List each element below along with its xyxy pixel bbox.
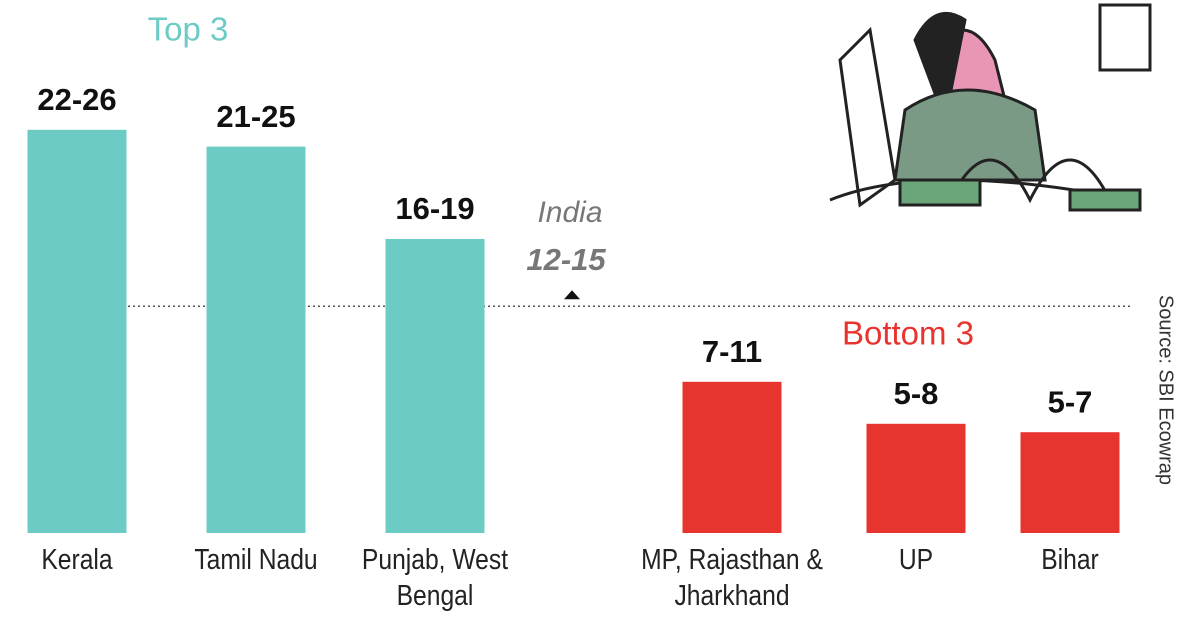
bar xyxy=(27,129,127,534)
reference-marker xyxy=(564,290,580,300)
x-tick-label: UP xyxy=(898,544,934,576)
value-label: 7-11 xyxy=(702,334,762,369)
value-label: 5-7 xyxy=(1048,384,1093,419)
group-label: Bottom 3 xyxy=(842,315,974,352)
reference-name: India xyxy=(537,196,602,229)
x-tick-label: Tamil Nadu xyxy=(194,544,318,576)
bar xyxy=(1020,432,1120,533)
bar xyxy=(206,146,306,533)
group-label: Top 3 xyxy=(148,11,229,48)
x-tick-label: Kerala xyxy=(41,544,113,576)
value-label: 16-19 xyxy=(395,191,474,226)
illustration xyxy=(829,3,1152,212)
x-tick-label: MP, Rajasthan & Jharkhand xyxy=(641,544,823,612)
source: Source: SBI Ecowrap xyxy=(1155,295,1177,485)
value-label: 22-26 xyxy=(37,82,116,117)
x-tick-label: Bihar xyxy=(1041,544,1099,576)
bar xyxy=(682,381,782,533)
x-tick-label: Punjab, West Bengal xyxy=(361,544,509,612)
value-label: 5-8 xyxy=(894,376,939,411)
value-label: 21-25 xyxy=(216,99,295,134)
reference-label: 12-15 xyxy=(526,242,606,277)
bar xyxy=(866,423,966,533)
bar xyxy=(385,239,485,533)
